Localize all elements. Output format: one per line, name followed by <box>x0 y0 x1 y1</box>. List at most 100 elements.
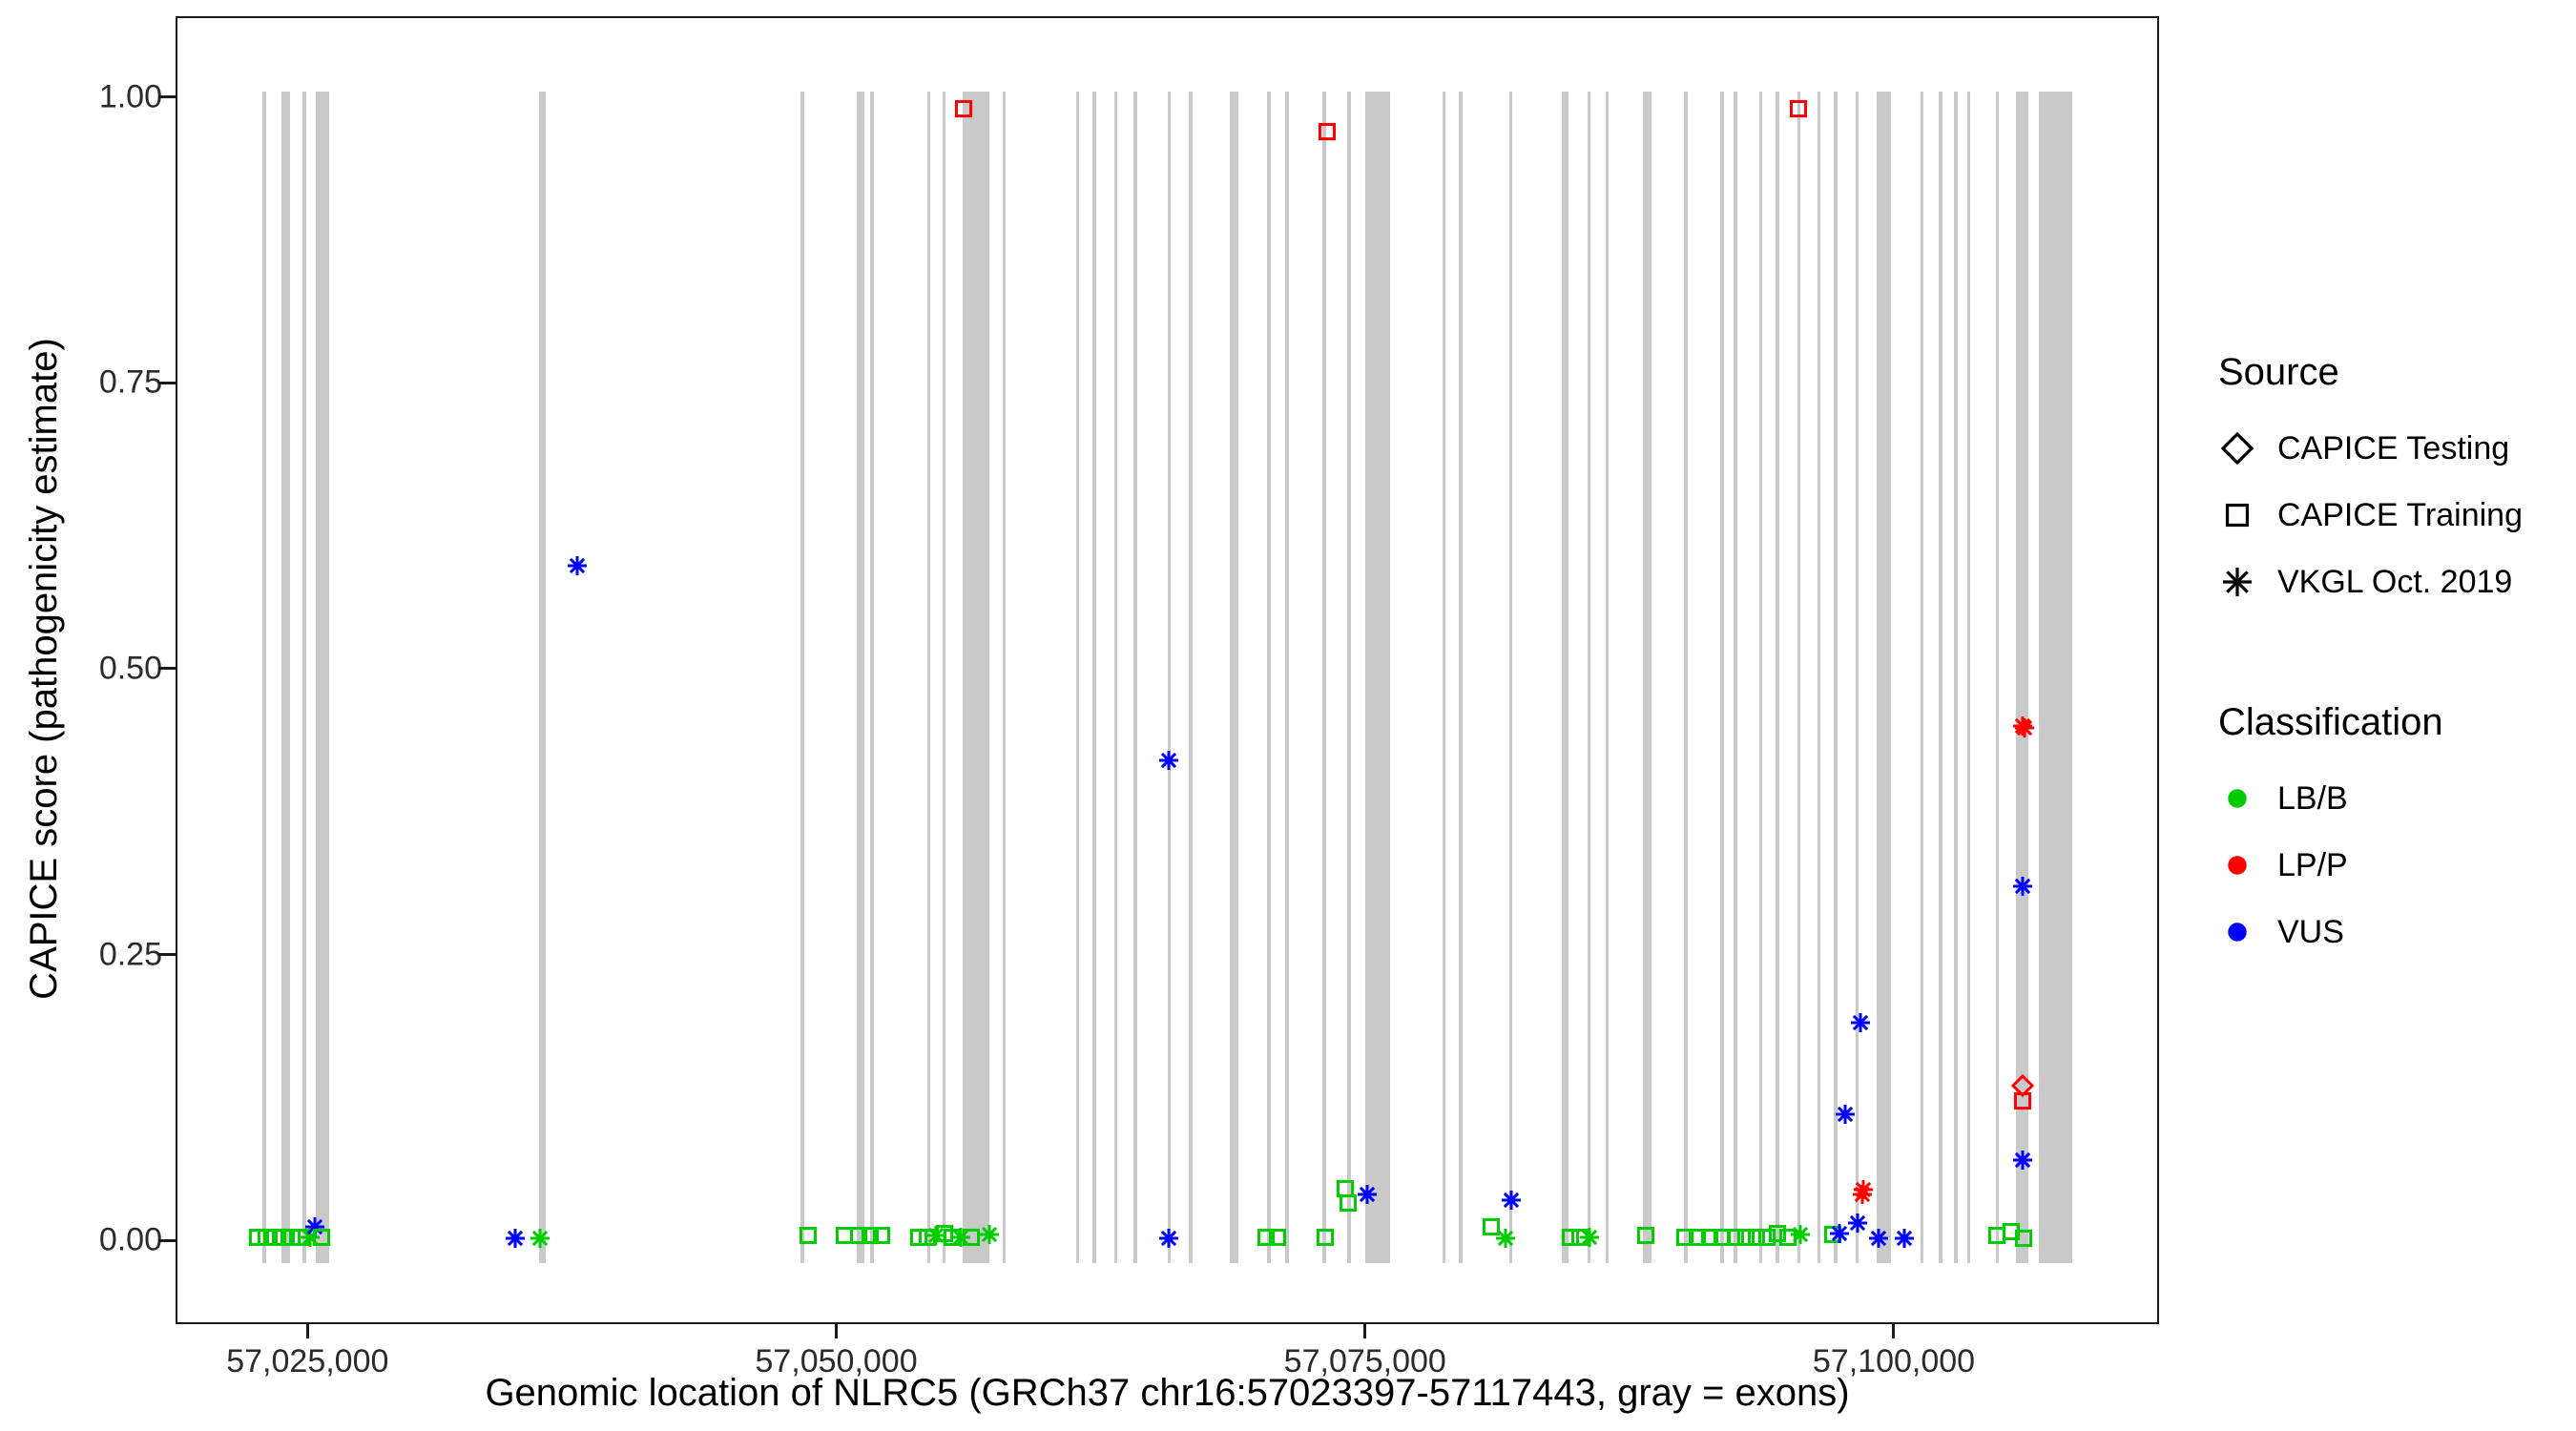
x-tick-label: 57,050,000 <box>755 1343 918 1379</box>
x-tick-label: 57,025,000 <box>226 1343 389 1379</box>
exon-bar <box>800 91 804 1264</box>
data-point-training <box>1820 1222 1845 1247</box>
legend-classification-title: Classification <box>2218 701 2443 743</box>
exon-bar <box>1939 91 1942 1264</box>
data-point-training <box>832 1223 857 1248</box>
exon-bar <box>1834 91 1838 1264</box>
exon-bar <box>1720 91 1724 1264</box>
exon-bar <box>1643 91 1652 1264</box>
exon-bar <box>315 91 329 1264</box>
legend: Source CAPICE Testing CAPICE Training VK… <box>2218 351 2571 965</box>
legend-spacer <box>2218 615 2571 701</box>
exon-bar <box>1285 91 1289 1264</box>
x-tick-mark <box>835 1324 839 1338</box>
exon-bar <box>962 91 989 1264</box>
exon-bar <box>261 91 267 1264</box>
diamond-icon <box>2218 429 2256 467</box>
exon-bar <box>1092 91 1096 1264</box>
exon-bar <box>1113 91 1118 1264</box>
x-tick-label: 57,075,000 <box>1283 1343 1446 1379</box>
exon-bar <box>1734 91 1737 1264</box>
exon-bar <box>1876 91 1892 1264</box>
exon-bar <box>942 91 946 1264</box>
y-tick-mark <box>158 1238 176 1242</box>
exon-bar <box>301 91 306 1264</box>
data-point-training <box>1315 119 1340 144</box>
x-tick-mark <box>305 1324 309 1338</box>
exon-bar <box>1002 91 1007 1264</box>
data-point-training <box>1685 1225 1710 1250</box>
exon-bar <box>1605 91 1610 1264</box>
exon-bar <box>1133 91 1138 1264</box>
exon-bar <box>2039 91 2073 1264</box>
exon-bar <box>1442 91 1446 1264</box>
x-tick-mark <box>1363 1324 1367 1338</box>
legend-item-label: CAPICE Training <box>2277 496 2523 533</box>
legend-item-label: CAPICE Testing <box>2277 429 2510 467</box>
exon-bar <box>1920 91 1924 1264</box>
y-tick-mark <box>158 667 176 671</box>
x-tick-mark <box>1892 1324 1896 1338</box>
exon-bar <box>1189 91 1193 1264</box>
y-tick-label: 0.75 <box>98 363 162 401</box>
legend-item-vkgl: VKGL Oct. 2019 <box>2218 549 2571 615</box>
data-point-training <box>245 1225 270 1250</box>
data-point-vkgl <box>1827 1221 1852 1246</box>
data-point-vkgl <box>503 1226 528 1251</box>
exon-bar <box>2015 91 2029 1264</box>
exon-bar <box>1229 91 1238 1264</box>
exon-bar <box>538 91 546 1264</box>
exon-bar <box>1797 91 1801 1264</box>
y-tick-label: 1.00 <box>98 78 162 115</box>
exon-bar <box>1855 91 1859 1264</box>
data-point-training <box>1254 1225 1278 1250</box>
y-tick-mark <box>158 381 176 384</box>
data-point-vkgl <box>565 553 590 578</box>
data-point-training <box>1744 1225 1769 1250</box>
y-tick-mark <box>158 953 176 957</box>
data-point-vkgl <box>1892 1226 1917 1251</box>
square-icon <box>2218 496 2256 534</box>
data-point-training <box>1479 1214 1504 1239</box>
data-point-vkgl <box>1493 1226 1518 1251</box>
y-tick-mark <box>158 95 176 99</box>
exon-bar <box>926 91 931 1264</box>
red-dot-icon <box>2218 846 2256 884</box>
exon-bar <box>1758 91 1763 1264</box>
data-point-training <box>796 1223 821 1248</box>
data-point-vkgl <box>1788 1222 1813 1247</box>
exon-bar <box>1817 91 1821 1264</box>
y-tick-label: 0.50 <box>98 650 162 687</box>
legend-item-label: VKGL Oct. 2019 <box>2277 563 2513 600</box>
exon-bar <box>1459 91 1463 1264</box>
legend-source-title: Source <box>2218 351 2339 393</box>
exon-bar <box>281 91 290 1264</box>
legend-item-lbb: LB/B <box>2218 765 2571 832</box>
exon-bar <box>1321 91 1326 1264</box>
data-point-training <box>254 1225 279 1250</box>
exon-bar <box>1267 91 1271 1264</box>
plot-panel <box>176 16 2159 1324</box>
exon-bar <box>1508 91 1513 1264</box>
legend-item-capice-training: CAPICE Training <box>2218 482 2571 549</box>
data-point-vkgl <box>1850 1182 1875 1207</box>
legend-item-lpp: LP/P <box>2218 832 2571 899</box>
legend-item-label: LB/B <box>2277 779 2348 817</box>
y-tick-label: 0.25 <box>98 936 162 973</box>
exon-bar <box>870 91 875 1264</box>
legend-item-label: LP/P <box>2277 846 2348 883</box>
asterisk-icon <box>2218 563 2256 601</box>
exon-bar <box>856 91 865 1264</box>
data-point-training <box>288 1225 313 1250</box>
exon-bar <box>1776 91 1779 1264</box>
x-axis-title: Genomic location of NLRC5 (GRCh37 chr16:… <box>485 1372 1850 1414</box>
exon-bar <box>1167 91 1172 1264</box>
exon-bar <box>1562 91 1569 1264</box>
data-point-training <box>1333 1176 1358 1201</box>
exon-bar <box>1587 91 1591 1264</box>
data-point-vkgl <box>1848 1010 1873 1035</box>
legend-item-capice-testing: CAPICE Testing <box>2218 415 2571 482</box>
legend-item-label: VUS <box>2277 913 2344 950</box>
exon-bar <box>1953 91 1958 1264</box>
